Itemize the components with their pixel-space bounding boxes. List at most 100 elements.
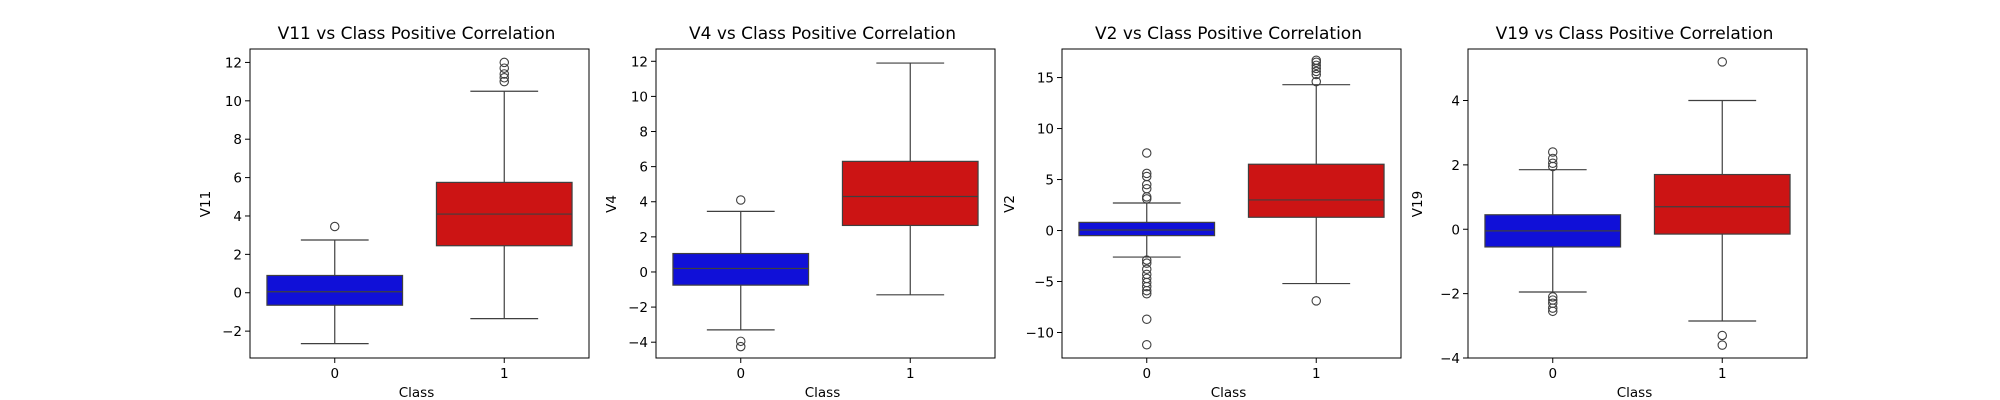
y-tick-label: 4	[233, 209, 242, 225]
y-axis-label: V2	[1002, 195, 1018, 213]
outlier-point	[1548, 292, 1558, 302]
outlier-point	[735, 195, 746, 205]
y-tick-label: 12	[225, 55, 242, 71]
y-tick-label: 0	[1045, 224, 1054, 240]
x-tick-label: 1	[1718, 366, 1727, 382]
outlier-point	[1311, 76, 1322, 87]
outlier-point	[1142, 285, 1152, 296]
x-tick-label: 0	[330, 366, 339, 382]
outlier-point	[1311, 296, 1322, 306]
outlier-point	[1142, 258, 1152, 268]
chart-title: V2 vs Class Positive Correlation	[1095, 24, 1362, 44]
subplot-4: V19 vs Class Positive Correlation Class …	[1410, 24, 1808, 400]
box-class-1	[1653, 57, 1791, 350]
outlier-point	[1311, 66, 1322, 77]
plot-area	[672, 62, 979, 352]
axes-frame	[655, 48, 996, 359]
outlier-point	[1142, 194, 1152, 204]
y-tick-label: 2	[639, 230, 648, 246]
chart-title: V11 vs Class Positive Correlation	[278, 24, 556, 44]
y-axis-label: V4	[604, 195, 620, 213]
x-tick-label: 0	[1548, 366, 1557, 382]
box-class-0	[1484, 147, 1622, 317]
y-tick-label: 6	[639, 160, 648, 176]
outlier-point	[1548, 158, 1558, 169]
box-class-0	[266, 221, 404, 345]
iqr-box	[841, 160, 979, 227]
outlier-point	[735, 341, 746, 352]
iqr-box	[1247, 163, 1385, 218]
y-tick-label: 0	[233, 286, 242, 302]
iqr-box	[672, 252, 810, 286]
outlier-point	[1548, 306, 1558, 317]
box-class-1	[841, 62, 979, 296]
outlier-point	[499, 63, 509, 73]
subplot-2: V4 vs Class Positive Correlation Class V…	[604, 24, 996, 400]
subplot-3: V2 vs Class Positive Correlation Class V…	[1002, 24, 1402, 400]
y-tick-label: 2	[233, 247, 242, 263]
x-tick-label: 1	[500, 366, 509, 382]
x-axis-label: Class	[1211, 385, 1247, 400]
y-tick-label: −5	[1034, 275, 1054, 291]
subplot-1: V11 vs Class Positive Correlation Class …	[198, 24, 590, 400]
outlier-point	[499, 76, 509, 87]
x-tick-label: 0	[736, 366, 745, 382]
outlier-point	[1142, 168, 1152, 179]
outlier-point	[1142, 339, 1152, 350]
y-tick-label: 8	[233, 132, 242, 148]
y-tick-label: −2	[222, 324, 242, 340]
outlier-point	[1717, 340, 1728, 350]
outlier-point	[1548, 153, 1558, 164]
box-class-1	[1247, 55, 1385, 306]
outlier-point	[499, 69, 509, 79]
x-axis-label: Class	[399, 385, 435, 400]
chart-title: V19 vs Class Positive Correlation	[1496, 24, 1774, 44]
y-tick-label: 12	[631, 54, 648, 70]
x-axis-label: Class	[1617, 385, 1653, 400]
outlier-point	[1717, 57, 1728, 67]
outlier-point	[499, 57, 509, 68]
outlier-point	[735, 336, 746, 347]
y-tick-label: −4	[628, 335, 648, 351]
plot-area	[1484, 57, 1791, 350]
y-tick-label: 4	[1451, 94, 1460, 110]
x-tick-label: 1	[1312, 366, 1321, 382]
y-axis-label: V11	[198, 191, 214, 217]
y-tick-label: 4	[639, 195, 648, 211]
plot-area	[1078, 55, 1385, 350]
y-tick-label: −4	[1440, 351, 1460, 367]
outlier-point	[1311, 60, 1322, 71]
axes-frame	[249, 48, 590, 359]
outlier-point	[1717, 330, 1728, 341]
y-tick-label: −2	[628, 300, 648, 316]
x-tick-label: 0	[1142, 366, 1151, 382]
outlier-point	[1142, 314, 1152, 324]
y-tick-label: 0	[1451, 222, 1460, 238]
y-tick-label: 5	[1045, 173, 1054, 189]
x-tick-label: 1	[906, 366, 915, 382]
y-tick-label: 8	[639, 125, 648, 141]
outlier-point	[1548, 303, 1558, 313]
y-tick-label: 0	[639, 265, 648, 281]
axes-frame	[1467, 48, 1808, 359]
outlier-point	[1142, 192, 1152, 202]
axes-frame	[1061, 48, 1402, 359]
outlier-point	[1142, 264, 1152, 275]
outlier-point	[499, 73, 509, 83]
outlier-point	[1311, 55, 1322, 65]
iqr-box	[1653, 173, 1791, 235]
y-tick-label: −10	[1026, 326, 1055, 342]
y-tick-label: 10	[1037, 122, 1054, 138]
box-class-0	[1078, 148, 1216, 350]
outlier-point	[1142, 289, 1152, 299]
outlier-point	[1142, 171, 1152, 182]
y-tick-label: 2	[1451, 158, 1460, 174]
plot-area	[266, 57, 573, 345]
outlier-point	[1311, 69, 1322, 80]
iqr-box	[266, 274, 404, 306]
chart-title: V4 vs Class Positive Correlation	[689, 24, 956, 44]
outlier-point	[1142, 183, 1152, 194]
y-tick-label: 15	[1037, 71, 1054, 87]
box-class-1	[435, 57, 573, 320]
